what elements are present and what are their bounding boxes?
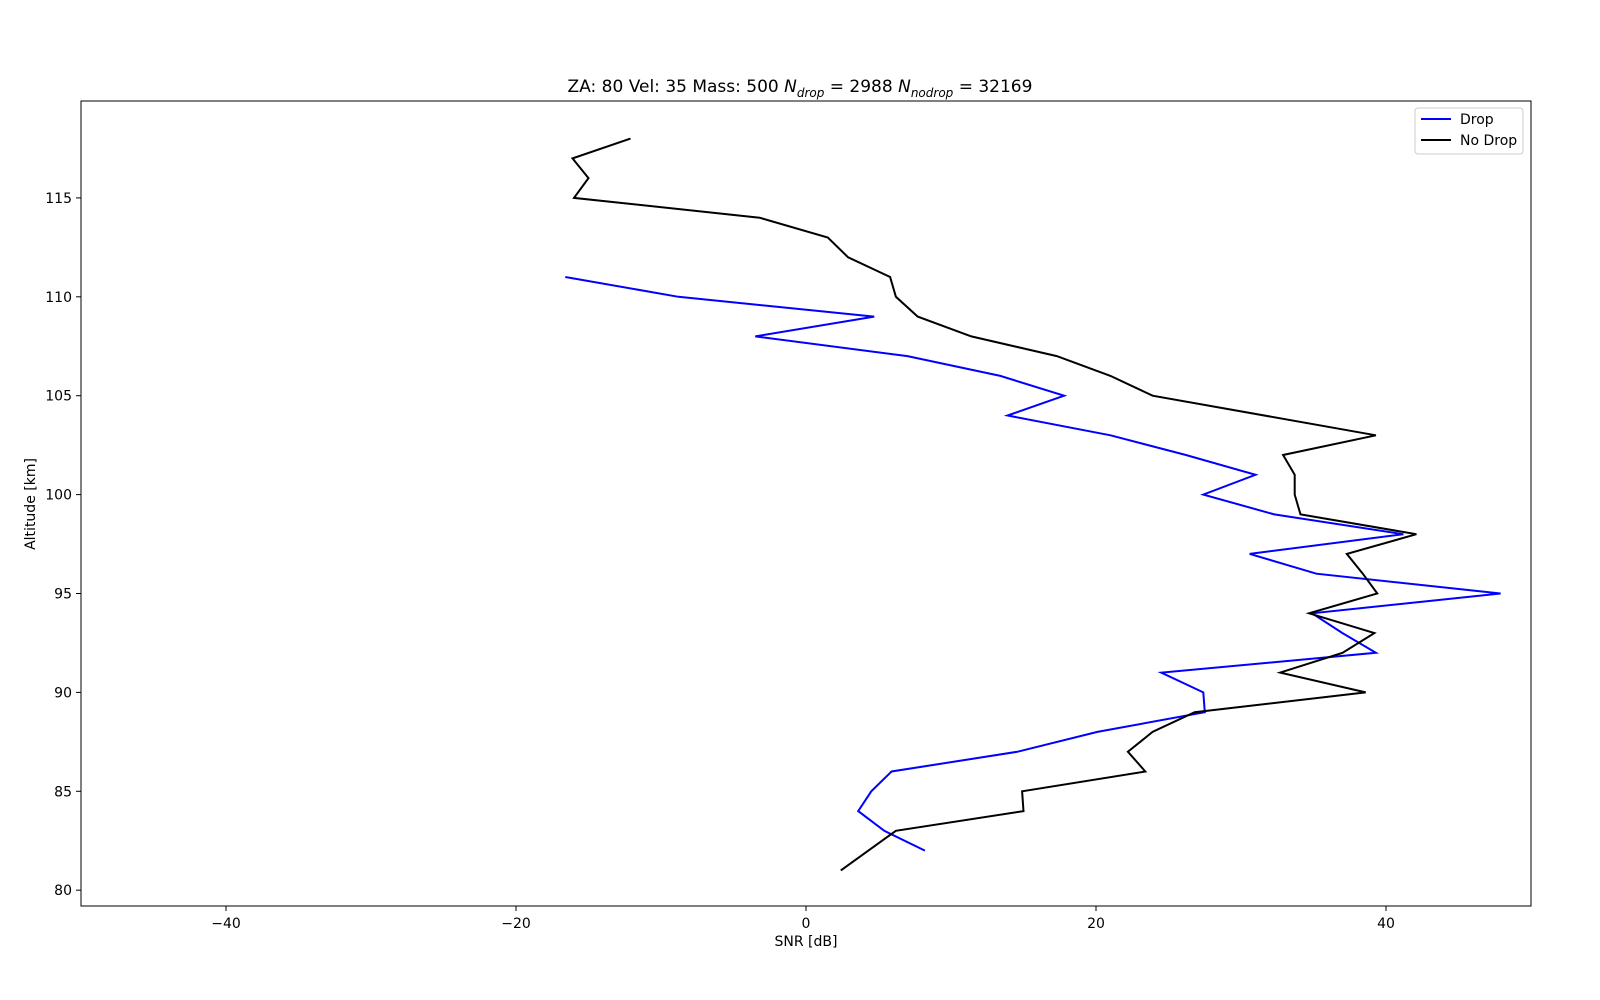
legend-label-drop: Drop	[1460, 112, 1494, 128]
y-tick-label: 95	[54, 586, 72, 602]
x-axis-ticks: −40 −20 0 20 40	[211, 906, 1395, 932]
chart-title: ZA: 80 Vel: 35 Mass: 500 Ndrop = 2988 Nn…	[568, 77, 1033, 100]
axes-background	[81, 101, 1531, 906]
y-tick-label: 115	[45, 191, 72, 207]
y-axis-ticks: 80 85 90 95 100 105 110 115	[45, 191, 81, 899]
y-tick-label: 90	[54, 685, 72, 701]
series-layer	[565, 137, 1501, 872]
x-tick-label: −40	[211, 916, 241, 932]
y-tick-label: 80	[54, 883, 72, 899]
y-tick-label: 85	[54, 784, 72, 800]
y-tick-label: 110	[45, 290, 72, 306]
x-tick-label: 40	[1377, 916, 1395, 932]
y-axis-label: Altitude [km]	[23, 458, 39, 550]
x-axis-label: SNR [dB]	[775, 934, 838, 950]
y-tick-label: 100	[45, 488, 72, 504]
x-tick-label: 20	[1087, 916, 1105, 932]
y-tick-label: 105	[45, 389, 72, 405]
x-tick-label: 0	[802, 916, 811, 932]
x-tick-label: −20	[501, 916, 531, 932]
legend: Drop No Drop	[1414, 107, 1524, 155]
series-line-drop	[565, 276, 1501, 852]
plot-area	[80, 100, 1532, 907]
legend-label-no-drop: No Drop	[1460, 133, 1517, 149]
series-line-no-drop	[570, 137, 1417, 872]
